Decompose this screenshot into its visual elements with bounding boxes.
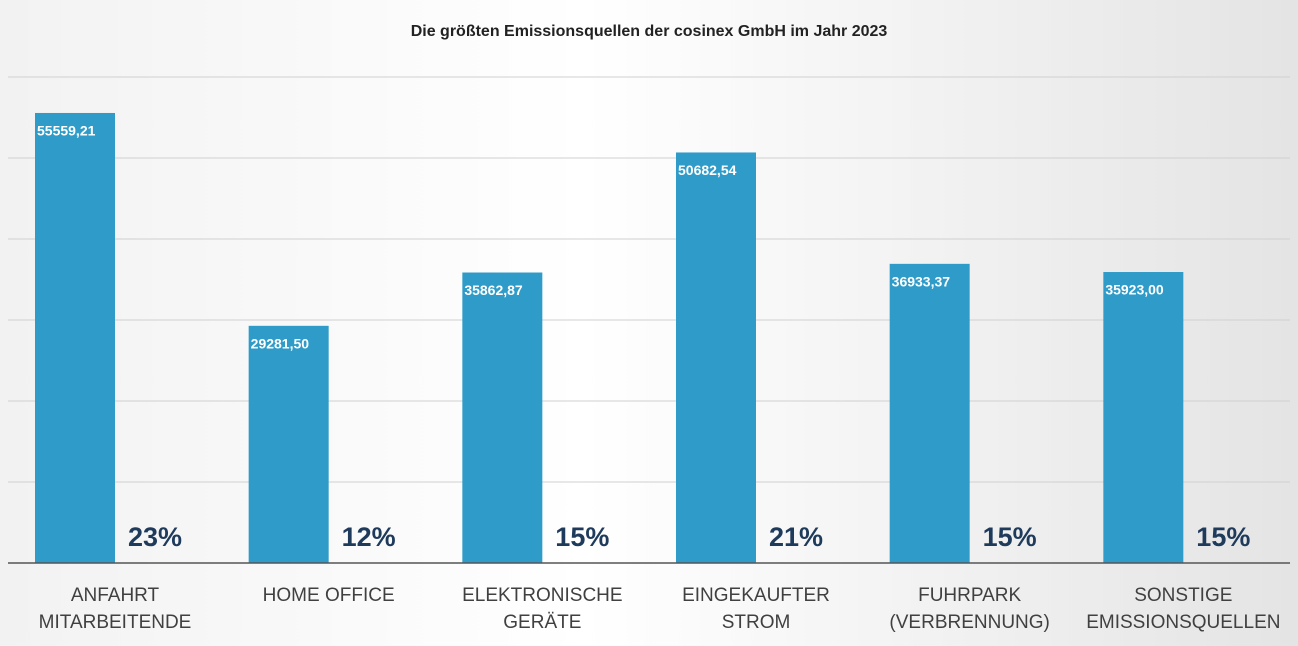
share-label: 12% bbox=[342, 522, 396, 552]
x-tick-label: ELEKTRONISCHE GERÄTE bbox=[462, 585, 623, 633]
value-label: 55559,21 bbox=[37, 123, 96, 139]
chart-title: Die größten Emissionsquellen der cosinex… bbox=[411, 23, 888, 40]
bar bbox=[462, 272, 543, 563]
share-label: 21% bbox=[769, 522, 823, 552]
x-tick-label: FUHRPARK (VERBRENNUNG) bbox=[889, 585, 1050, 633]
x-tick-label: HOME OFFICE bbox=[262, 585, 395, 606]
value-label: 35923,00 bbox=[1105, 282, 1164, 298]
value-label: 29281,50 bbox=[251, 336, 310, 352]
bar bbox=[676, 152, 756, 563]
value-label: 35862,87 bbox=[464, 282, 523, 298]
x-tick-label: ANFAHRT MITARBEITENDE bbox=[38, 585, 192, 633]
bar bbox=[889, 263, 970, 563]
share-label: 15% bbox=[983, 522, 1037, 552]
share-label: 15% bbox=[555, 522, 609, 552]
bar bbox=[1103, 272, 1184, 563]
x-tick-label: SONSTIGE EMISSIONSQUELLEN bbox=[1086, 585, 1281, 633]
bar bbox=[248, 325, 329, 563]
value-label: 50682,54 bbox=[678, 162, 737, 178]
value-label: 36933,37 bbox=[892, 274, 951, 290]
bar bbox=[35, 112, 115, 563]
share-label: 15% bbox=[1196, 522, 1250, 552]
share-label: 23% bbox=[128, 522, 182, 552]
x-tick-label: EINGEKAUFTER STROM bbox=[682, 585, 830, 633]
